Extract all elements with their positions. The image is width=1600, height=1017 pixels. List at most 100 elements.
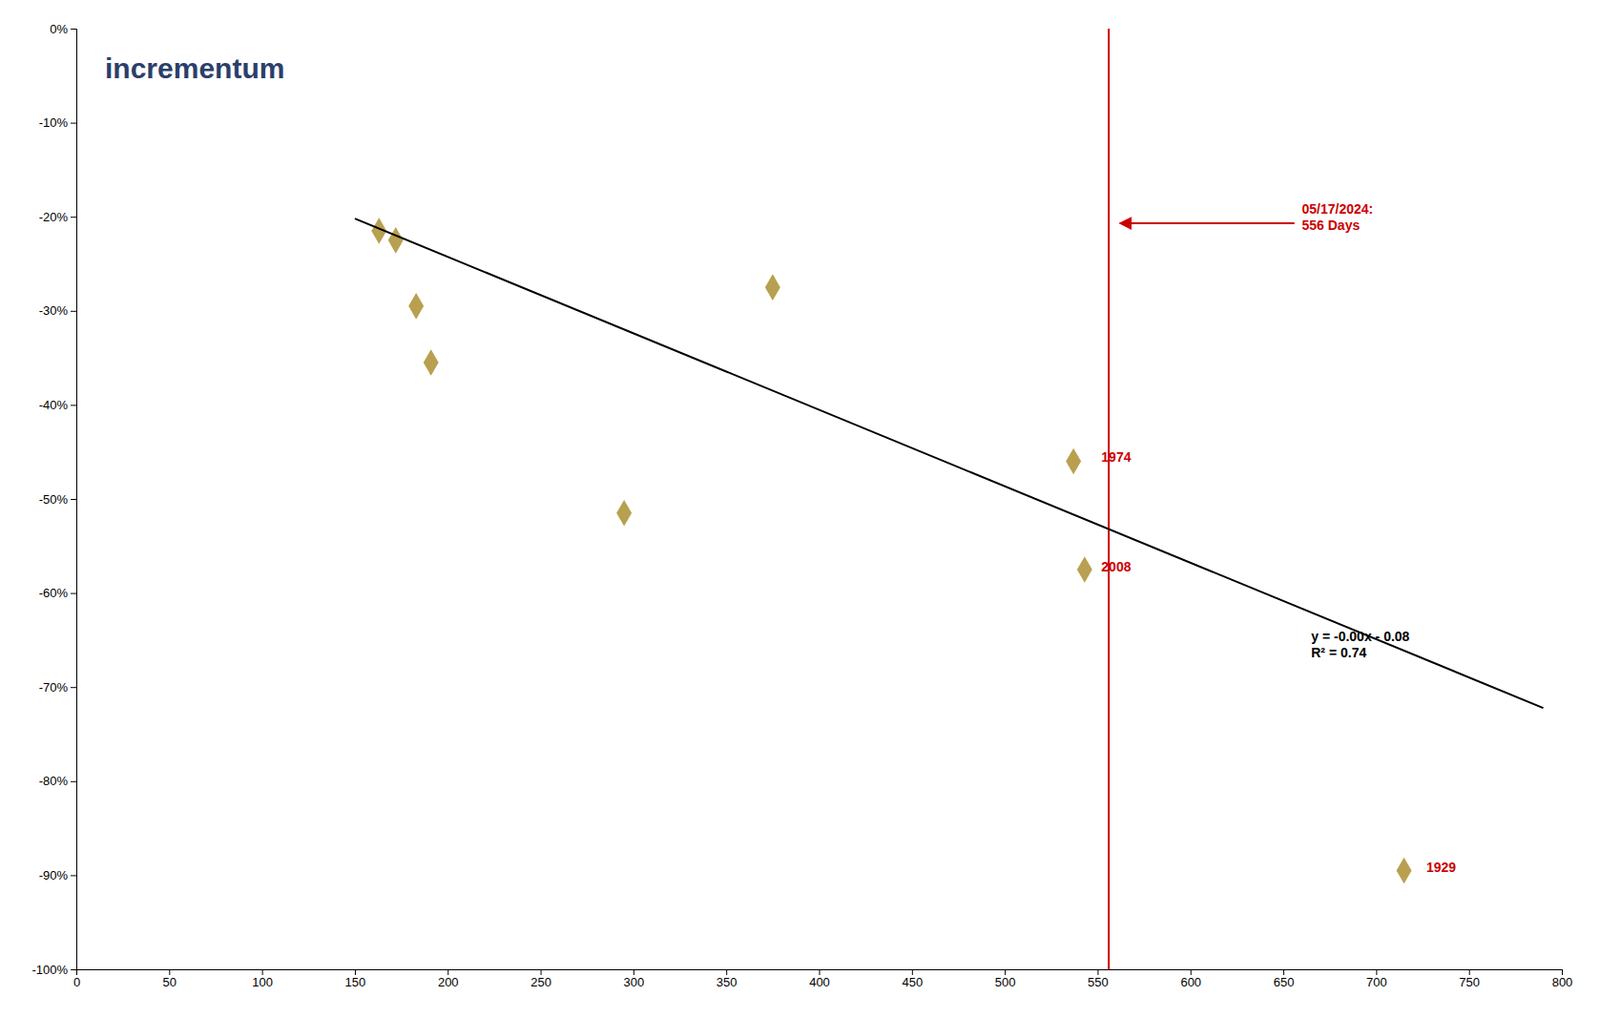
- annotation: 2008: [1101, 559, 1131, 575]
- x-tick-label: 650: [1273, 975, 1295, 990]
- x-tick-label: 200: [437, 975, 459, 990]
- y-tick: -60%: [39, 585, 77, 601]
- y-tick: -40%: [39, 397, 77, 413]
- x-tick-label: 400: [809, 975, 831, 990]
- annotation: y = -0.00x - 0.08R² = 0.74: [1310, 628, 1410, 661]
- y-tick-label: -100%: [31, 962, 68, 977]
- y-tick-mark: [70, 781, 77, 783]
- y-tick: -100%: [31, 962, 77, 977]
- x-tick-mark: [1375, 969, 1377, 976]
- y-tick-label: -80%: [39, 773, 69, 789]
- x-tick: 300: [623, 969, 645, 990]
- x-tick-mark: [354, 969, 356, 976]
- x-tick: 350: [716, 969, 738, 990]
- annotation: 1929: [1426, 859, 1456, 875]
- x-tick-label: 550: [1087, 975, 1109, 990]
- x-tick-label: 750: [1458, 975, 1480, 990]
- x-tick: 400: [809, 969, 831, 990]
- chart: 0 50 100 150 200 250 300 350 400 450 500 550 600 650 7…: [0, 0, 1600, 1017]
- scatter-point: [423, 349, 439, 376]
- x-tick: 200: [437, 969, 459, 990]
- annotation-line: 556 Days: [1302, 217, 1361, 233]
- y-tick-mark: [70, 216, 77, 218]
- y-tick: -80%: [39, 773, 77, 789]
- x-axis: 0 50 100 150 200 250 300 350 400 450 500 550 600 650 7…: [73, 969, 1573, 990]
- y-tick: 0%: [49, 21, 77, 37]
- y-tick-mark: [70, 123, 77, 125]
- x-tick: 100: [251, 969, 273, 990]
- x-tick-mark: [168, 969, 170, 976]
- y-tick-label: -50%: [39, 492, 69, 507]
- x-tick-label: 450: [901, 975, 923, 990]
- x-tick: 550: [1087, 969, 1109, 990]
- scatter-point: [1065, 448, 1081, 476]
- annotation-line: 1974: [1101, 449, 1131, 465]
- x-tick-mark: [447, 969, 449, 976]
- x-tick-label: 100: [251, 975, 273, 990]
- annotation: 05/17/2024:556 Days: [1302, 201, 1374, 233]
- scatter-point: [765, 273, 781, 301]
- x-tick-mark: [540, 969, 542, 976]
- annotation-line: 05/17/2024:: [1302, 201, 1374, 217]
- x-tick-label: 50: [163, 975, 177, 990]
- x-tick-mark: [262, 969, 264, 976]
- y-tick-label: -60%: [39, 585, 69, 601]
- x-tick: 800: [1552, 969, 1574, 990]
- y-tick-label: -90%: [39, 868, 69, 883]
- y-tick-mark: [70, 969, 77, 971]
- x-tick-label: 350: [716, 975, 738, 990]
- brand-line: incrementum: [104, 52, 285, 84]
- annotation-line: R² = 0.74: [1310, 644, 1367, 661]
- annotation-line: 1929: [1426, 859, 1456, 875]
- x-tick-label: 300: [623, 975, 645, 990]
- x-tick-label: 0: [73, 975, 81, 990]
- y-tick-label: -10%: [39, 115, 69, 130]
- x-tick-mark: [1469, 969, 1471, 976]
- scatter-point: [616, 499, 632, 527]
- y-tick-mark: [70, 686, 77, 688]
- y-tick-mark: [70, 404, 77, 406]
- x-tick: 600: [1180, 969, 1202, 990]
- x-tick-mark: [1004, 969, 1006, 976]
- x-axis-line: [77, 970, 1563, 977]
- x-tick-mark: [819, 969, 821, 976]
- x-tick-label: 250: [530, 975, 552, 990]
- y-tick-mark: [70, 498, 77, 500]
- y-tick-mark: [70, 311, 77, 312]
- x-tick-label: 500: [995, 975, 1017, 990]
- marks: [354, 28, 1544, 970]
- y-tick: -20%: [39, 209, 77, 225]
- y-tick: -70%: [39, 680, 77, 695]
- x-tick-mark: [1097, 969, 1099, 976]
- arrow: [1120, 222, 1295, 225]
- x-tick: 650: [1273, 969, 1295, 990]
- plot: 0 50 100 150 200 250 300 350 400 450 500 550 600 650 7…: [31, 21, 1573, 991]
- x-tick-mark: [633, 969, 635, 976]
- x-tick: 150: [345, 969, 367, 990]
- x-tick: 450: [901, 969, 923, 990]
- x-tick-mark: [726, 969, 728, 976]
- regression-line: [354, 218, 1544, 708]
- x-tick-label: 150: [345, 975, 367, 990]
- annotation-line: y = -0.00x - 0.08: [1310, 628, 1410, 645]
- y-tick-label: -30%: [39, 303, 69, 318]
- vertical-line: [1107, 28, 1110, 970]
- y-axis: 0% -10% -20% -30% -40% -50% -60% -70% -80% -90% -1…: [31, 21, 77, 977]
- x-tick-label: 700: [1366, 975, 1388, 990]
- scatter-point: [1077, 556, 1093, 583]
- x-tick: 0: [73, 969, 81, 990]
- y-tick: -10%: [39, 115, 77, 130]
- y-tick-label: -20%: [39, 209, 69, 225]
- scatter-point: [388, 227, 404, 254]
- annotation-line: 2008: [1101, 559, 1131, 575]
- x-tick: 250: [530, 969, 552, 990]
- x-tick-mark: [1190, 969, 1192, 976]
- y-tick-label: 0%: [49, 21, 68, 37]
- x-tick-label: 800: [1552, 975, 1574, 990]
- y-tick: -30%: [39, 303, 77, 318]
- x-tick: 750: [1458, 969, 1480, 990]
- scatter-point: [1396, 857, 1413, 885]
- x-tick: 700: [1366, 969, 1388, 990]
- annotations: 05/17/2024:556 Days 1974 2008 1929 y = -0.00…: [104, 52, 1456, 876]
- y-axis-line: [70, 29, 78, 971]
